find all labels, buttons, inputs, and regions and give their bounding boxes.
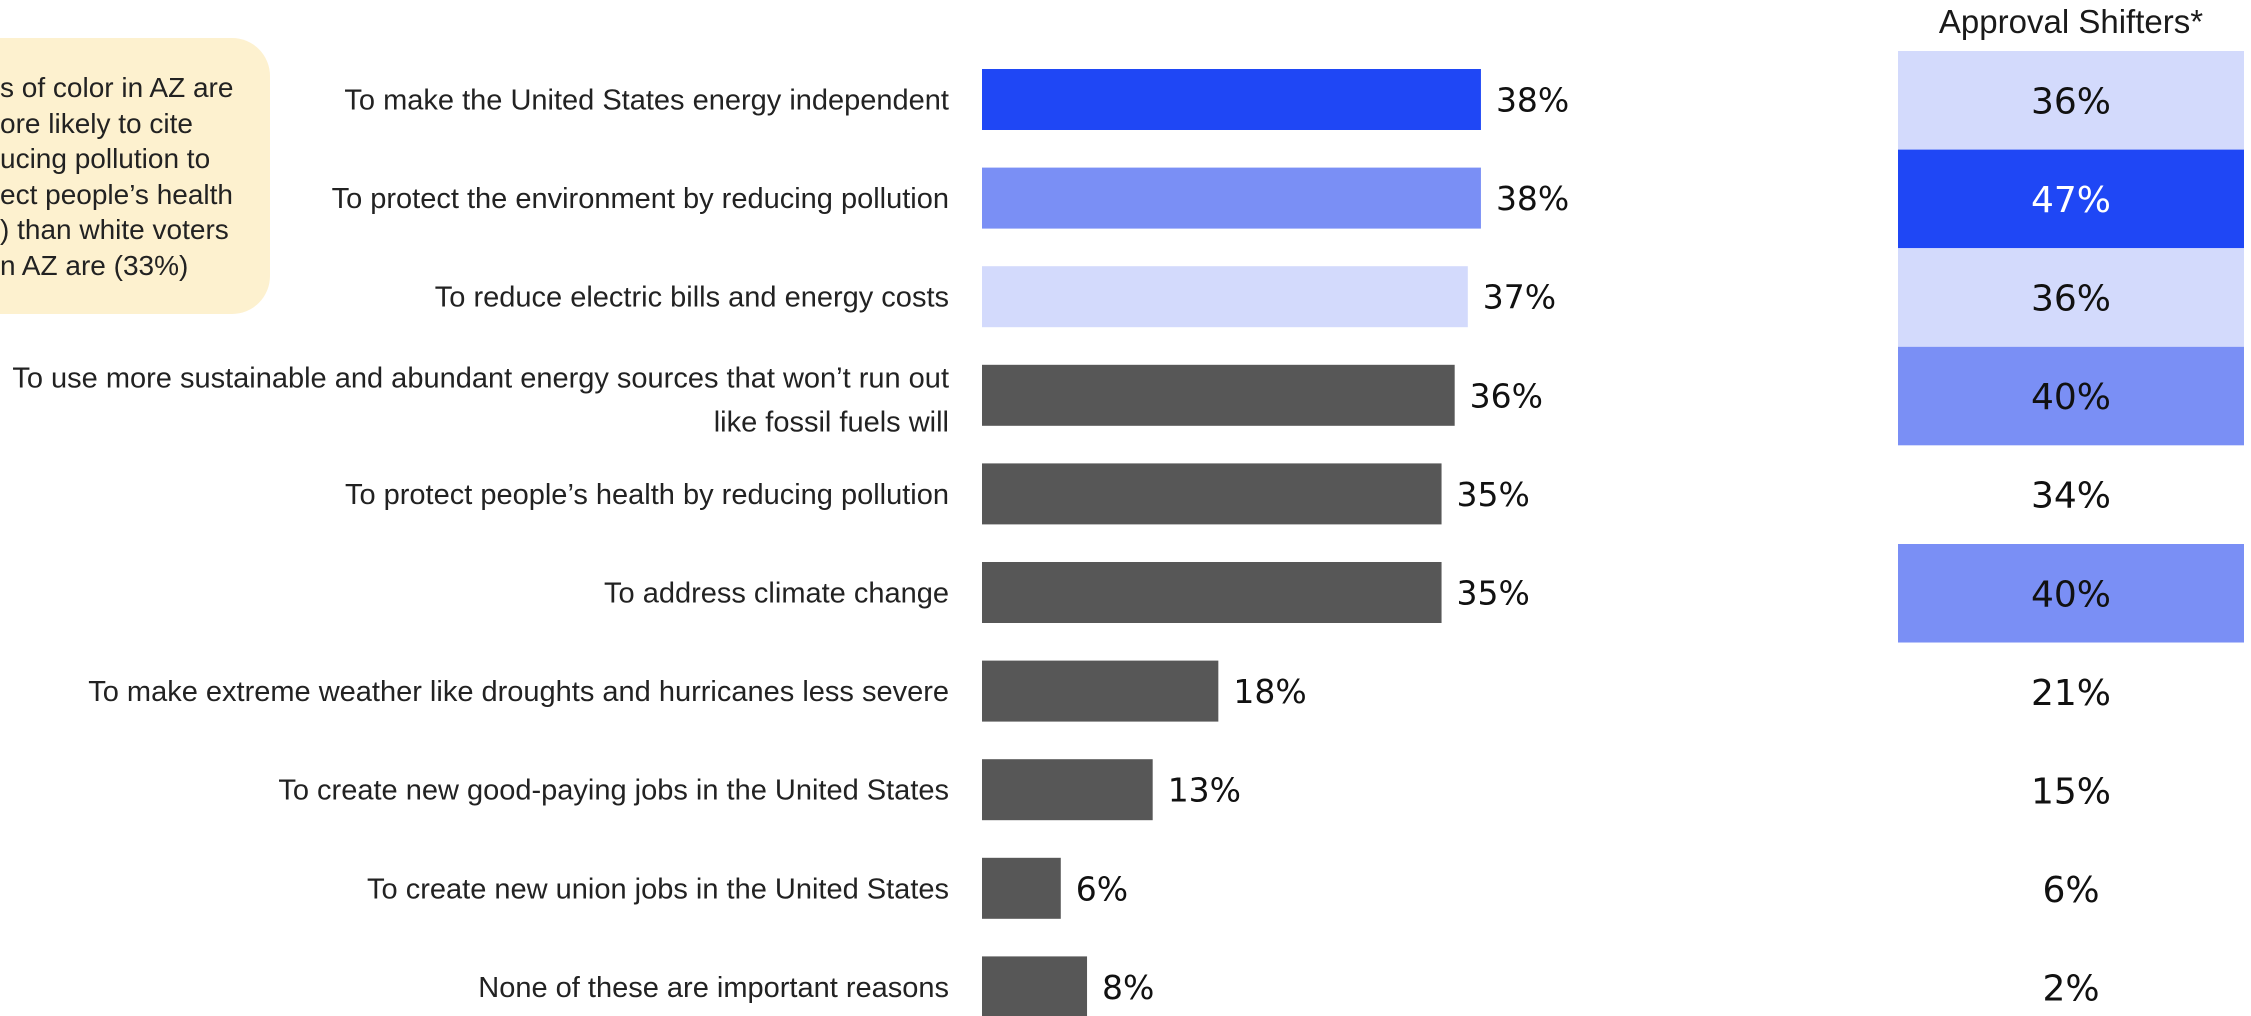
approval-cell bbox=[1898, 445, 2244, 544]
category-label: To create new good-paying jobs in the Un… bbox=[278, 775, 949, 807]
callout-line: ect people’s health bbox=[0, 178, 233, 210]
bar-value-label: 35% bbox=[1457, 475, 1530, 514]
approval-cell bbox=[1898, 642, 2244, 742]
category-label: To make the United States energy indepen… bbox=[344, 85, 949, 117]
callout-line: n AZ are (33%) bbox=[0, 249, 189, 281]
bar bbox=[982, 463, 1442, 525]
approval-value-label: 36% bbox=[2031, 279, 2111, 320]
approval-cell bbox=[1898, 544, 2244, 643]
approval-cell bbox=[1898, 741, 2244, 840]
approval-value-label: 6% bbox=[2042, 870, 2099, 911]
callout-line: ucing pollution to bbox=[0, 143, 211, 174]
bar-value-label: 38% bbox=[1496, 81, 1569, 120]
bar bbox=[982, 660, 1219, 722]
approval-value-label: 40% bbox=[2031, 377, 2111, 418]
approval-shifters-header: Approval Shifters* bbox=[1938, 3, 2204, 40]
approval-cell bbox=[1898, 839, 2244, 939]
approval-cell bbox=[1898, 248, 2244, 347]
category-label: None of these are important reasons bbox=[478, 972, 949, 1004]
bar bbox=[982, 167, 1481, 229]
bar bbox=[982, 956, 1088, 1016]
category-label: To address climate change bbox=[604, 578, 949, 610]
bar-value-label: 13% bbox=[1168, 771, 1241, 810]
bar bbox=[982, 759, 1153, 821]
approval-value-label: 40% bbox=[2031, 574, 2111, 615]
bar bbox=[982, 562, 1442, 623]
bar-value-label: 36% bbox=[1470, 376, 1543, 415]
bar-value-label: 8% bbox=[1102, 968, 1154, 1007]
callout-line: ore likely to cite bbox=[0, 107, 193, 139]
callout-note: s of color in AZ are ore likely to cite … bbox=[0, 38, 270, 314]
approval-value-label: 34% bbox=[2031, 476, 2111, 517]
bar bbox=[982, 266, 1468, 328]
bar-value-label: 35% bbox=[1457, 574, 1530, 613]
category-label: To create new union jobs in the United S… bbox=[367, 873, 949, 905]
category-label: To protect people’s health by reducing p… bbox=[345, 479, 949, 511]
approval-cell bbox=[1898, 938, 2244, 1016]
approval-cell bbox=[1898, 51, 2244, 150]
bar-value-label: 38% bbox=[1496, 179, 1569, 218]
approval-cell bbox=[1898, 149, 2244, 249]
bar-value-label: 6% bbox=[1076, 869, 1128, 908]
bar bbox=[982, 857, 1061, 919]
bar bbox=[982, 69, 1481, 130]
approval-value-label: 2% bbox=[2042, 969, 2099, 1010]
approval-value-label: 47% bbox=[2031, 180, 2111, 221]
approval-value-label: 15% bbox=[2031, 772, 2111, 813]
callout-line: s of color in AZ are bbox=[0, 72, 234, 103]
category-label: To protect the environment by reducing p… bbox=[332, 183, 949, 215]
approval-cell bbox=[1898, 346, 2244, 446]
bar-value-label: 37% bbox=[1483, 278, 1556, 317]
bar bbox=[982, 364, 1455, 426]
bar-value-label: 18% bbox=[1233, 672, 1306, 711]
approval-value-label: 36% bbox=[2031, 81, 2111, 122]
category-label: To make extreme weather like droughts an… bbox=[88, 676, 949, 708]
approval-value-label: 21% bbox=[2031, 673, 2111, 714]
callout-line: ) than white voters bbox=[0, 214, 229, 245]
category-label: To reduce electric bills and energy cost… bbox=[435, 282, 949, 314]
category-label: To use more sustainable and abundant ene… bbox=[12, 362, 949, 438]
